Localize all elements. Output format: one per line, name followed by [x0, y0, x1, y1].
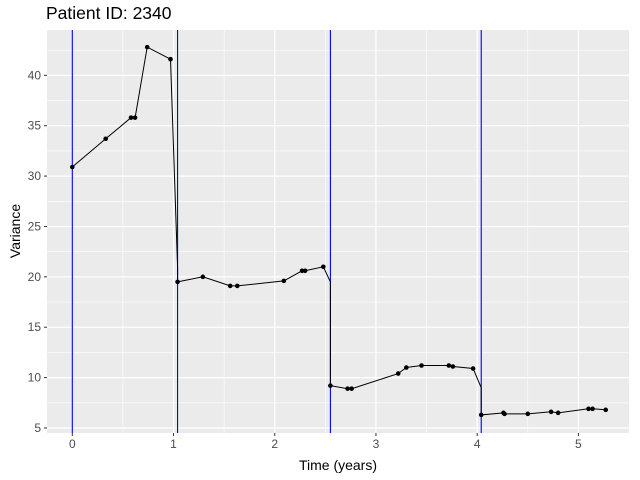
y-tick-label: 10 [28, 371, 42, 385]
data-point [168, 56, 173, 62]
y-tick-label: 30 [28, 169, 42, 183]
data-point [603, 407, 609, 413]
x-tick-label: 4 [474, 437, 481, 451]
data-point [103, 136, 109, 142]
x-tick-label: 3 [373, 437, 380, 451]
data-point [525, 411, 531, 417]
data-point [175, 279, 180, 285]
data-point [555, 410, 561, 416]
data-point [590, 406, 595, 412]
data-point [321, 264, 326, 270]
data-point [349, 386, 354, 391]
data-point [470, 366, 476, 371]
data-point [227, 283, 233, 289]
x-tick-label: 2 [271, 437, 278, 451]
y-tick-label: 40 [28, 68, 42, 82]
y-tick-label: 35 [28, 119, 42, 133]
y-tick-label: 25 [28, 219, 42, 233]
data-point [345, 386, 350, 391]
data-point [404, 365, 409, 370]
y-tick-label: 20 [28, 270, 42, 284]
data-point [586, 406, 591, 412]
data-point [478, 412, 484, 418]
data-point [144, 44, 150, 50]
data-point [446, 363, 452, 368]
chart-title: Patient ID: 2340 [46, 3, 172, 23]
x-tick-label: 0 [69, 437, 76, 451]
y-axis-title: Variance [7, 204, 23, 258]
plot-panel-background [47, 30, 629, 433]
data-point [548, 409, 554, 415]
data-point [328, 383, 333, 388]
y-tick-label: 15 [28, 320, 42, 334]
series-layer [70, 44, 609, 418]
data-point [234, 283, 240, 289]
data-point [200, 274, 206, 280]
axis-layer: 0 1 2 3 4 5 5 10 15 20 25 30 35 40 [28, 68, 582, 451]
x-tick-label: 5 [575, 437, 582, 451]
grid-layer [47, 30, 629, 433]
x-tick-label: 1 [170, 437, 177, 451]
y-tick-label: 5 [34, 421, 41, 435]
data-point [281, 278, 287, 284]
data-point [502, 411, 507, 417]
data-point [450, 364, 456, 369]
data-point [70, 164, 75, 170]
data-point [419, 363, 424, 368]
x-axis-title: Time (years) [299, 457, 377, 473]
data-point [302, 268, 308, 274]
data-point [132, 115, 138, 120]
data-point [128, 115, 134, 120]
data-point [395, 371, 401, 376]
